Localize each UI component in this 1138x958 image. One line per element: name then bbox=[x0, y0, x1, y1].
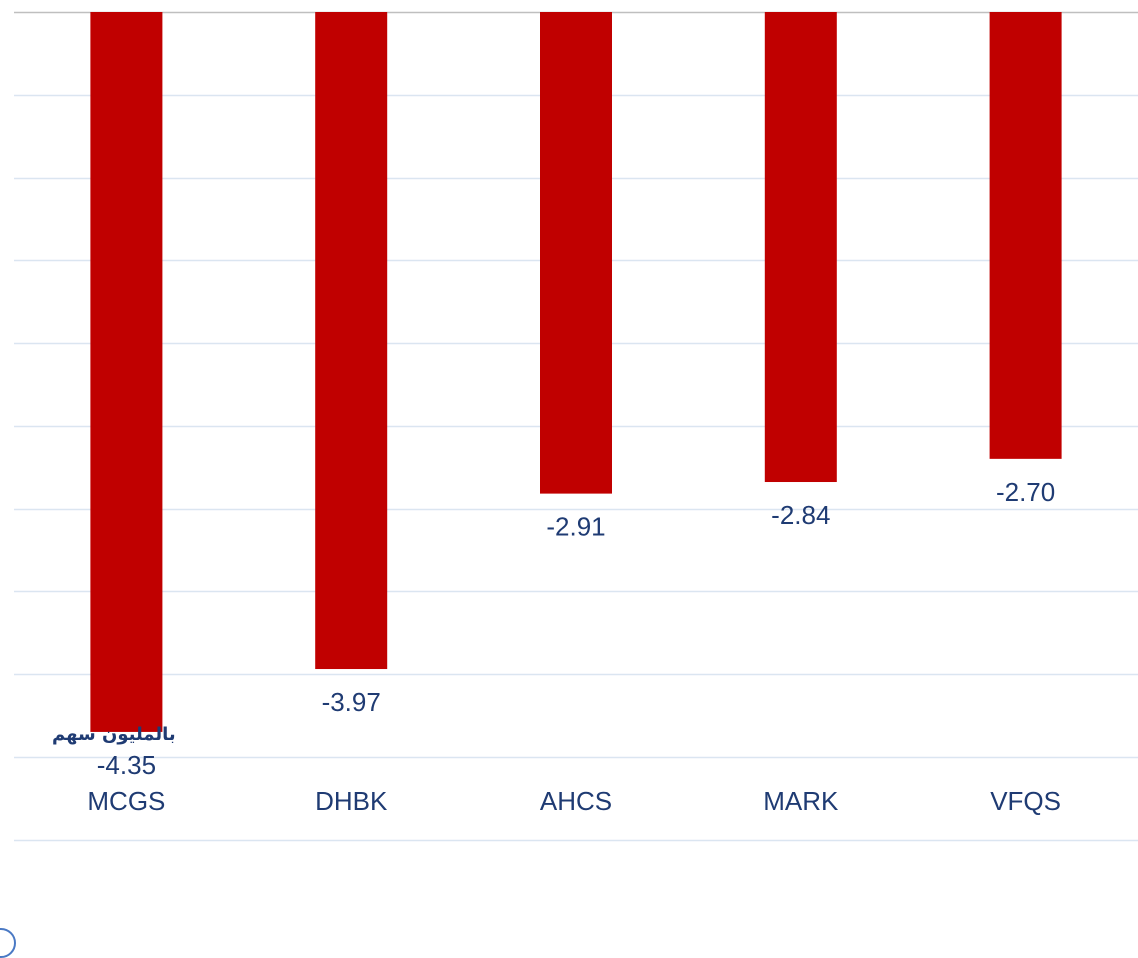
category-label-mcgs: MCGS bbox=[87, 786, 165, 816]
unit-note: بالمليون سهم bbox=[52, 724, 176, 745]
bar-mark bbox=[764, 12, 837, 483]
data-label-mark: -2.84 bbox=[771, 500, 830, 530]
bar-mcgs bbox=[90, 12, 163, 732]
category-label-vfqs: VFQS bbox=[990, 786, 1061, 816]
category-label-mark: MARK bbox=[763, 786, 839, 816]
category-labels: MCGS DHBK AHCS MARK VFQS bbox=[87, 786, 1061, 816]
data-label-dhbk: -3.97 bbox=[322, 687, 381, 717]
bar-vfqs bbox=[989, 12, 1062, 459]
data-label-vfqs: -2.70 bbox=[996, 477, 1055, 507]
data-label-ahcs: -2.91 bbox=[546, 512, 605, 542]
bar-dhbk bbox=[315, 12, 388, 670]
data-labels: -4.35 -3.97 -2.91 -2.84 -2.70 bbox=[97, 477, 1055, 780]
data-label-mcgs: -4.35 bbox=[97, 750, 156, 780]
category-label-dhbk: DHBK bbox=[315, 786, 388, 816]
bars bbox=[90, 12, 1062, 732]
category-label-ahcs: AHCS bbox=[540, 786, 612, 816]
bar-ahcs bbox=[540, 12, 612, 494]
